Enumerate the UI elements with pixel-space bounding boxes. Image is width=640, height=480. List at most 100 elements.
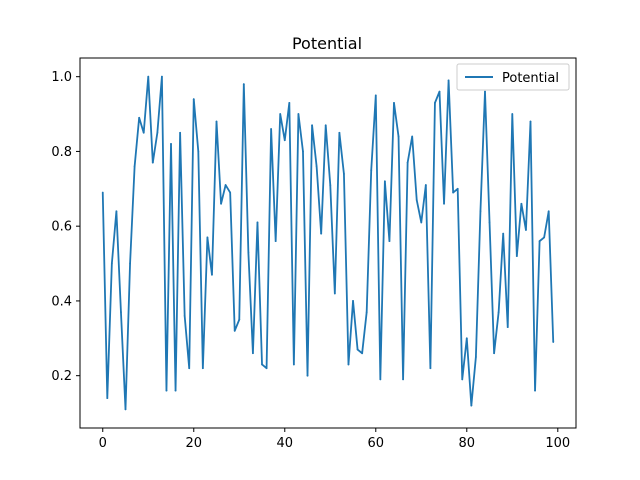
legend-label: Potential bbox=[502, 71, 559, 86]
data-point bbox=[397, 135, 400, 138]
data-point bbox=[529, 120, 532, 123]
data-point bbox=[179, 131, 182, 134]
data-point bbox=[324, 124, 327, 127]
data-point bbox=[242, 83, 245, 86]
data-point bbox=[129, 262, 131, 265]
data-point bbox=[283, 139, 286, 142]
data-point bbox=[338, 131, 341, 134]
data-point bbox=[356, 348, 359, 351]
data-point bbox=[201, 367, 204, 370]
series-line-potential bbox=[101, 75, 555, 411]
data-point bbox=[497, 311, 500, 314]
data-point bbox=[115, 210, 118, 213]
y-tick-label: 0.6 bbox=[51, 220, 72, 235]
data-point bbox=[443, 202, 445, 205]
data-point bbox=[106, 397, 109, 399]
data-point bbox=[292, 363, 295, 366]
data-point bbox=[470, 404, 473, 407]
data-point bbox=[252, 352, 254, 355]
data-point bbox=[101, 191, 104, 194]
data-point bbox=[447, 79, 450, 82]
data-point bbox=[452, 191, 455, 194]
data-point bbox=[320, 232, 323, 235]
x-axis: 0 20 40 60 80 100 bbox=[99, 428, 570, 451]
data-point bbox=[224, 184, 227, 186]
data-point bbox=[333, 292, 336, 295]
x-tick-label: 80 bbox=[459, 436, 476, 451]
data-point bbox=[211, 273, 213, 276]
y-axis: 0.2 0.4 0.6 0.8 1.0 bbox=[51, 70, 80, 384]
series-layer bbox=[101, 75, 555, 411]
data-point bbox=[206, 236, 209, 239]
data-point bbox=[329, 184, 332, 186]
plot-background bbox=[80, 58, 576, 428]
data-point bbox=[110, 262, 113, 265]
data-point bbox=[461, 378, 464, 381]
data-point bbox=[174, 389, 177, 392]
data-point bbox=[415, 199, 418, 201]
data-point bbox=[547, 210, 550, 213]
legend: Potential bbox=[456, 63, 570, 91]
data-point bbox=[465, 337, 468, 340]
data-point bbox=[229, 191, 232, 194]
data-point bbox=[534, 389, 536, 392]
data-point bbox=[265, 367, 268, 370]
data-point bbox=[147, 75, 150, 78]
data-point bbox=[151, 161, 154, 164]
data-point bbox=[434, 101, 436, 104]
x-tick-label: 0 bbox=[99, 436, 107, 451]
data-point bbox=[302, 150, 304, 153]
data-point bbox=[429, 367, 432, 370]
data-point bbox=[192, 98, 195, 101]
data-point bbox=[306, 374, 309, 377]
data-point bbox=[393, 101, 395, 104]
data-point bbox=[279, 113, 282, 115]
data-point bbox=[256, 221, 259, 224]
data-point bbox=[133, 165, 136, 168]
data-point bbox=[261, 363, 263, 366]
data-point bbox=[215, 120, 218, 123]
y-tick-label: 0.8 bbox=[51, 145, 72, 160]
data-point bbox=[120, 311, 122, 314]
data-point bbox=[502, 232, 505, 235]
data-point bbox=[124, 408, 127, 411]
data-point bbox=[411, 135, 414, 138]
data-point bbox=[379, 378, 382, 381]
plot-frame bbox=[79, 57, 577, 429]
data-point bbox=[506, 326, 509, 328]
data-point bbox=[274, 240, 277, 243]
data-point bbox=[406, 161, 409, 164]
data-point bbox=[165, 389, 168, 392]
data-point bbox=[170, 143, 172, 145]
data-point bbox=[347, 363, 350, 366]
x-tick-label: 40 bbox=[276, 436, 293, 451]
chart-title: Potential bbox=[292, 34, 362, 53]
data-point bbox=[288, 101, 291, 104]
data-point bbox=[247, 251, 250, 254]
data-point bbox=[311, 124, 313, 127]
data-point bbox=[456, 187, 459, 190]
plot-area bbox=[80, 58, 576, 428]
data-point bbox=[552, 341, 555, 343]
data-point bbox=[374, 94, 377, 97]
data-point bbox=[525, 229, 527, 231]
x-tick-label: 20 bbox=[185, 436, 202, 451]
data-point bbox=[511, 113, 514, 115]
data-point bbox=[352, 300, 354, 302]
data-point bbox=[238, 318, 241, 321]
data-point bbox=[388, 240, 391, 243]
data-point bbox=[493, 352, 495, 355]
data-point bbox=[488, 221, 491, 224]
y-tick-label: 0.2 bbox=[51, 369, 72, 384]
data-point bbox=[161, 75, 163, 78]
y-tick-label: 0.4 bbox=[51, 294, 72, 309]
data-point bbox=[270, 128, 273, 130]
data-point bbox=[315, 165, 318, 168]
data-point bbox=[343, 172, 345, 175]
data-point bbox=[142, 131, 145, 134]
x-tick-label: 60 bbox=[368, 436, 385, 451]
data-point bbox=[438, 90, 441, 93]
data-point bbox=[233, 329, 236, 332]
legend-frame bbox=[456, 63, 570, 91]
